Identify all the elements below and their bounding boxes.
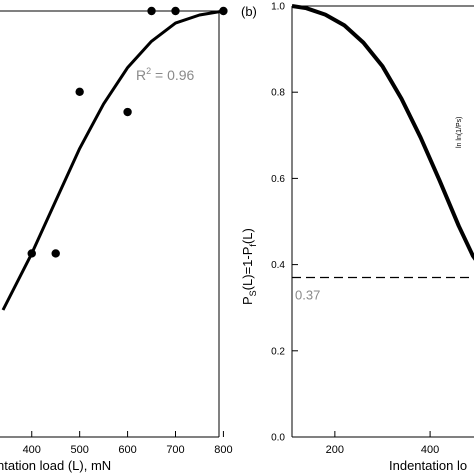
panel-a-x-tick-label: 700 [166, 444, 184, 456]
panel-a-data-point [219, 6, 228, 16]
panel-b-inset-y-label: ln ln(1/Ps) [456, 116, 463, 148]
panel-a-x-tick-label: 600 [118, 444, 136, 456]
panel-a-x-tick-label: 800 [214, 444, 232, 456]
panel-a-x-axis-label: ntation load (L), mN [0, 458, 111, 473]
panel-b-x-tick-label: 200 [326, 444, 344, 456]
panel-a: 400 500 600 700 800 R2 = 0.96 ntation load (… [0, 6, 233, 473]
panel-a-data-point [27, 249, 36, 258]
panel-b-y-tick-label: 0.6 [271, 174, 285, 185]
panel-a-r2-annotation: R2 = 0.96 [136, 66, 195, 83]
panel-b-x-axis-label: Indentation lo [389, 458, 467, 473]
panel-b-survival-curve [291, 4, 474, 261]
panel-b-y-tick-label: 0.8 [271, 88, 285, 99]
panel-b-label: (b) [241, 4, 257, 19]
panel-b-y-tick-label: 0.2 [271, 346, 285, 357]
panel-b: (b) 0.0 0.2 0.4 0.6 0.8 1.0 200 400 0.37 PS(L)=… [240, 2, 474, 473]
panel-a-data-point [147, 6, 156, 16]
panel-a-x-tick-label: 400 [23, 444, 41, 456]
panel-a-x-tick-label: 500 [70, 444, 88, 456]
panel-a-data-point [171, 6, 180, 16]
panel-a-data-point [51, 249, 60, 258]
panel-b-y-tick-label: 1.0 [271, 2, 285, 13]
panel-b-y-tick-label: 0.0 [271, 433, 285, 444]
panel-a-data-point [123, 107, 132, 117]
panel-a-fit-curve [1, 9, 224, 311]
panel-b-reference-label: 0.37 [295, 288, 320, 303]
panel-b-y-axis-label: PS(L)=1-Pf(L) [240, 228, 258, 305]
panel-b-x-tick-label: 400 [421, 444, 439, 456]
panel-a-data-point [75, 87, 84, 97]
panel-b-y-tick-label: 0.4 [271, 260, 285, 271]
